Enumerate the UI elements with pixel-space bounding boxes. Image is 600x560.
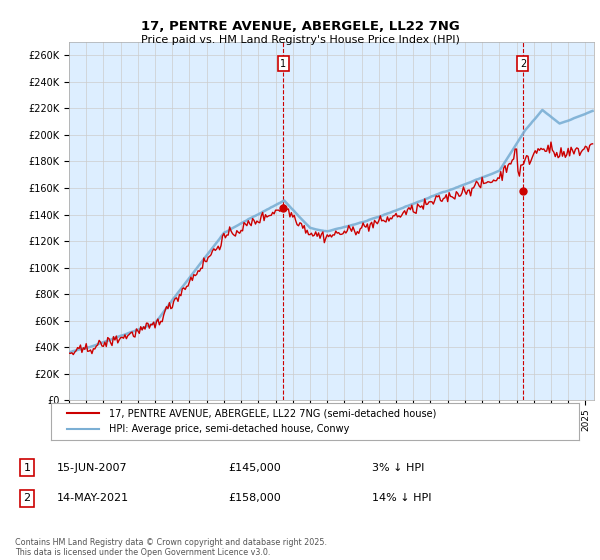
Text: 2: 2: [520, 58, 526, 68]
Text: Price paid vs. HM Land Registry's House Price Index (HPI): Price paid vs. HM Land Registry's House …: [140, 35, 460, 45]
Text: 3% ↓ HPI: 3% ↓ HPI: [372, 463, 424, 473]
Text: £145,000: £145,000: [228, 463, 281, 473]
Text: 15-JUN-2007: 15-JUN-2007: [57, 463, 128, 473]
Text: 14-MAY-2021: 14-MAY-2021: [57, 493, 129, 503]
Text: 17, PENTRE AVENUE, ABERGELE, LL22 7NG: 17, PENTRE AVENUE, ABERGELE, LL22 7NG: [140, 20, 460, 32]
Text: £158,000: £158,000: [228, 493, 281, 503]
Text: HPI: Average price, semi-detached house, Conwy: HPI: Average price, semi-detached house,…: [109, 424, 349, 435]
Text: 1: 1: [23, 463, 31, 473]
Text: 17, PENTRE AVENUE, ABERGELE, LL22 7NG (semi-detached house): 17, PENTRE AVENUE, ABERGELE, LL22 7NG (s…: [109, 408, 436, 418]
Text: Contains HM Land Registry data © Crown copyright and database right 2025.
This d: Contains HM Land Registry data © Crown c…: [15, 538, 327, 557]
Text: 14% ↓ HPI: 14% ↓ HPI: [372, 493, 431, 503]
Text: 1: 1: [280, 58, 287, 68]
Text: 2: 2: [23, 493, 31, 503]
